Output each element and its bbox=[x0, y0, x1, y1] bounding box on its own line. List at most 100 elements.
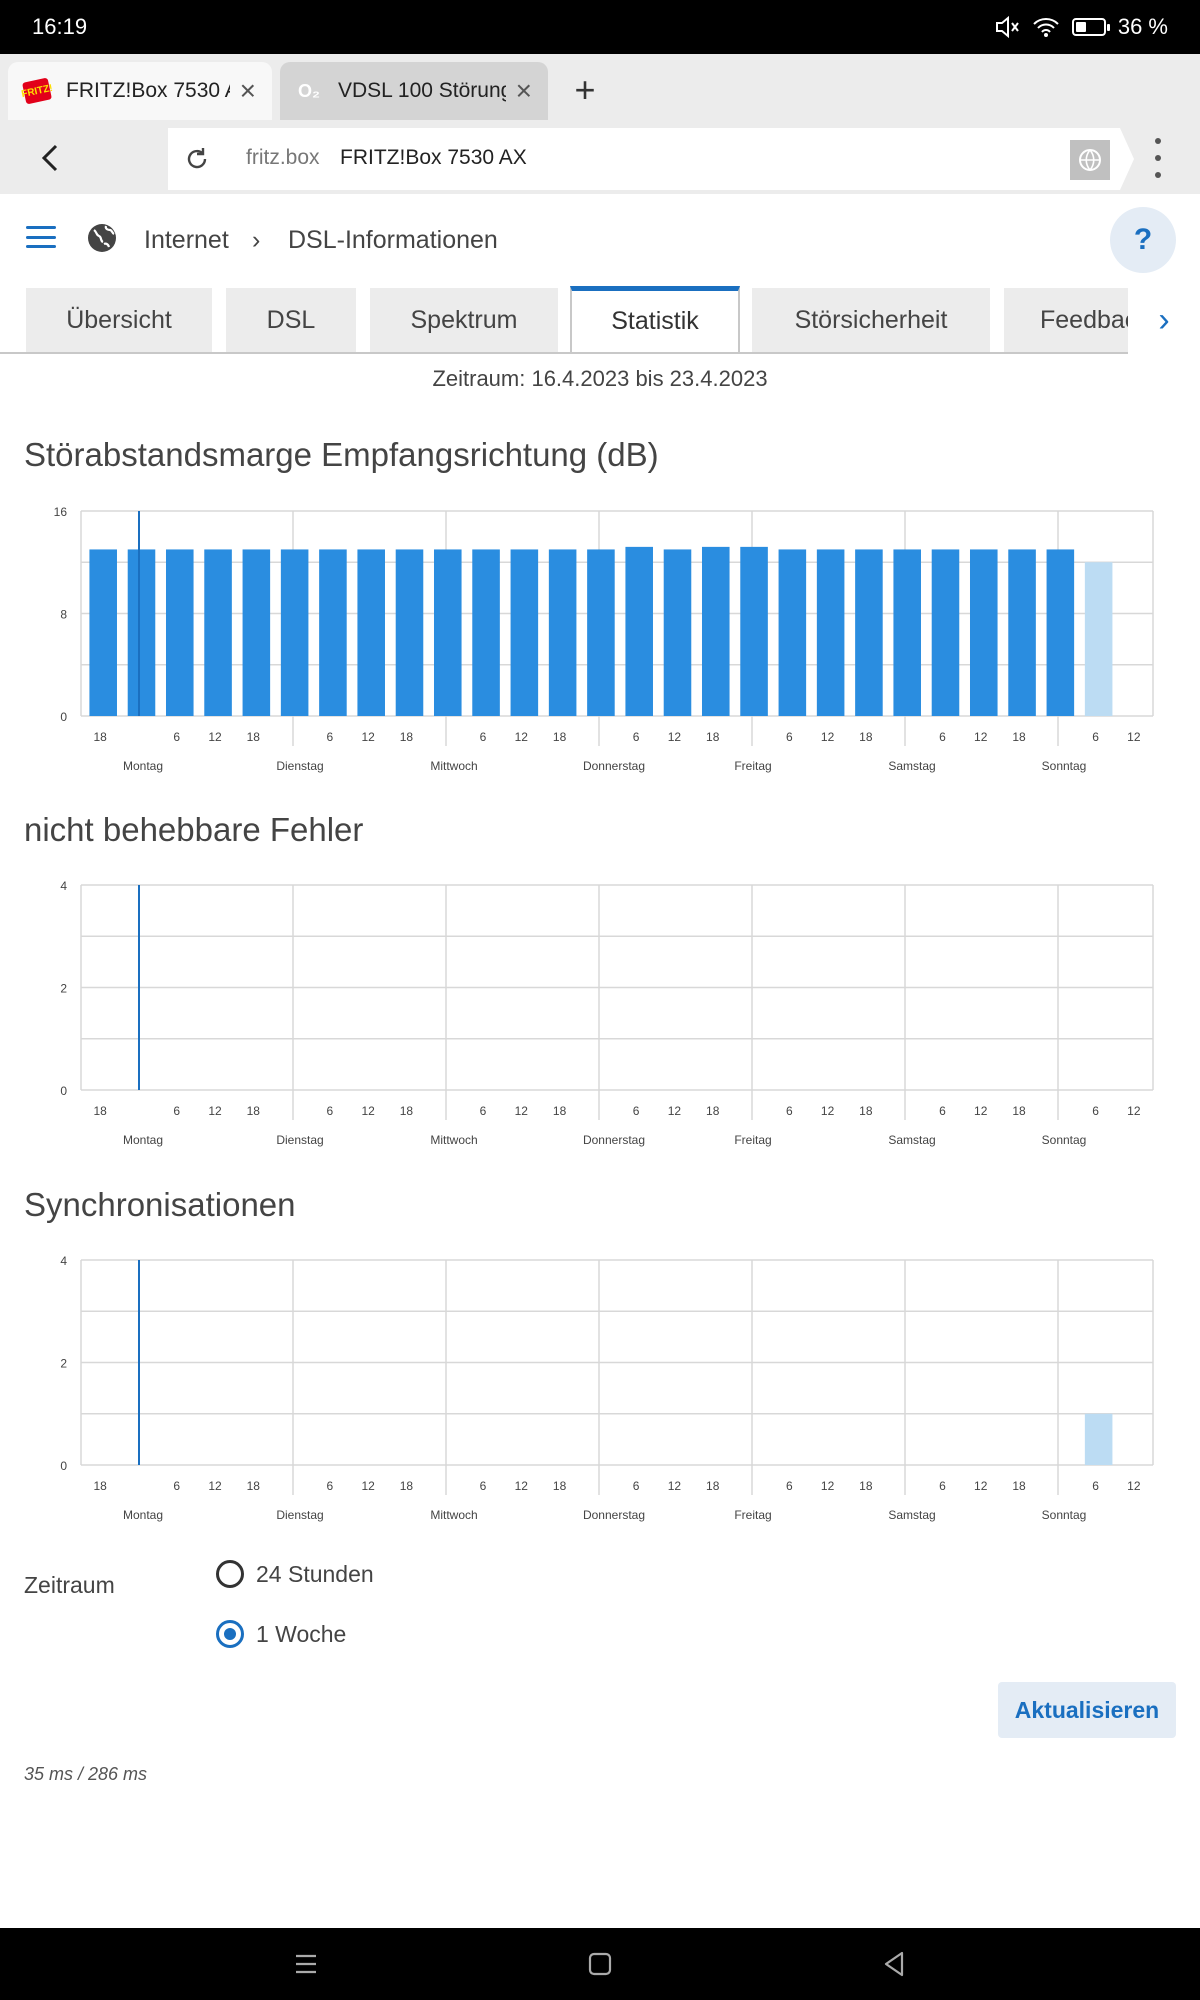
breadcrumb-separator-icon: › bbox=[252, 226, 261, 254]
x-tick-label: 6 bbox=[633, 730, 640, 744]
period-text: Zeitraum: 16.4.2023 bis 23.4.2023 bbox=[432, 366, 768, 391]
chart-title-errors: nicht behebbare Fehler bbox=[24, 811, 364, 848]
radio-checked-icon[interactable] bbox=[216, 1620, 244, 1648]
x-tick-label: 6 bbox=[1092, 730, 1099, 744]
back-nav-icon[interactable] bbox=[874, 1946, 914, 1982]
page-tabs: Übersicht DSL Spektrum Statistik Störsic… bbox=[0, 286, 1200, 354]
x-tick-label: 12 bbox=[821, 1104, 835, 1118]
tab-dsl[interactable]: DSL bbox=[226, 288, 356, 352]
x-tick-label: 12 bbox=[208, 730, 222, 744]
tab-spektrum[interactable]: Spektrum bbox=[370, 288, 558, 352]
browser-menu-icon[interactable] bbox=[1148, 138, 1168, 178]
help-button[interactable]: ? bbox=[1110, 207, 1176, 273]
x-tick-label: 18 bbox=[93, 730, 107, 744]
new-tab-button[interactable]: + bbox=[574, 69, 596, 110]
day-label: Donnerstag bbox=[583, 759, 645, 773]
chart-bar bbox=[778, 549, 807, 716]
x-tick-label: 12 bbox=[208, 1104, 222, 1118]
x-tick-label: 6 bbox=[480, 1479, 487, 1493]
chart-bar bbox=[969, 549, 998, 716]
x-tick-label: 6 bbox=[173, 1479, 180, 1493]
x-tick-label: 6 bbox=[786, 1104, 793, 1118]
chart-bar bbox=[931, 549, 960, 716]
wifi-icon bbox=[1033, 18, 1059, 37]
chart-snr: 16 8 0 18 6 12 18 6 12 18 6 12 18 6 12 18 6 12 18 6 12 18 6 12 M… bbox=[54, 505, 1154, 773]
tab-feedback[interactable]: Feedback bbox=[1004, 288, 1128, 352]
browser-tab-vdsl[interactable]: O₂ VDSL 100 Störung × bbox=[280, 62, 548, 120]
x-tick-label: 6 bbox=[327, 1479, 334, 1493]
x-tick-label: 12 bbox=[361, 1104, 375, 1118]
x-tick-label: 6 bbox=[633, 1479, 640, 1493]
day-label: Dienstag bbox=[276, 759, 323, 773]
chart-bar bbox=[433, 549, 462, 716]
y-tick-label: 0 bbox=[60, 1459, 67, 1473]
day-label: Freitag bbox=[734, 1508, 771, 1522]
day-label: Dienstag bbox=[276, 1133, 323, 1147]
tab-uebersicht[interactable]: Übersicht bbox=[26, 288, 212, 352]
chart-bar bbox=[548, 549, 577, 716]
day-label: Montag bbox=[123, 1508, 163, 1522]
browser-tab-fritzbox[interactable]: FRITZ! FRITZ!Box 7530 AX × bbox=[8, 62, 272, 120]
radio-1-woche[interactable]: 1 Woche bbox=[216, 1617, 516, 1651]
status-bar: 16:19 36 % bbox=[0, 0, 1200, 54]
url-host: fritz.box bbox=[246, 146, 320, 169]
x-tick-label: 18 bbox=[553, 730, 567, 744]
chart-bar bbox=[740, 546, 768, 716]
zeitraum-label: Zeitraum bbox=[24, 1572, 115, 1598]
day-label: Donnerstag bbox=[583, 1508, 645, 1522]
x-tick-label: 12 bbox=[974, 1104, 988, 1118]
url-arrow-decoration bbox=[1120, 128, 1134, 190]
aktualisieren-button[interactable]: Aktualisieren bbox=[998, 1682, 1176, 1738]
chart-bar bbox=[357, 549, 385, 716]
home-icon[interactable] bbox=[580, 1946, 620, 1982]
recent-apps-icon[interactable] bbox=[286, 1946, 326, 1982]
tab-stoersicherheit[interactable]: Störsicherheit bbox=[752, 288, 990, 352]
day-label: Mittwoch bbox=[430, 759, 477, 773]
tabs-next-chevron-icon[interactable]: › bbox=[1128, 286, 1200, 354]
day-label: Sonntag bbox=[1042, 759, 1087, 773]
x-tick-label: 18 bbox=[93, 1479, 107, 1493]
url-field[interactable]: fritz.box FRITZ!Box 7530 AX bbox=[168, 128, 1120, 190]
day-label: Dienstag bbox=[276, 1508, 323, 1522]
x-tick-label: 6 bbox=[327, 1104, 334, 1118]
day-label: Mittwoch bbox=[430, 1508, 477, 1522]
system-nav-bar bbox=[0, 1928, 1200, 2000]
x-tick-label: 12 bbox=[974, 730, 988, 744]
battery-icon bbox=[1071, 18, 1110, 36]
tab-statistik[interactable]: Statistik bbox=[570, 286, 740, 352]
day-label: Montag bbox=[123, 759, 163, 773]
close-tab-icon[interactable]: × bbox=[515, 75, 532, 106]
y-tick-label: 2 bbox=[60, 982, 67, 996]
menu-icon[interactable] bbox=[26, 226, 56, 248]
internet-globe-icon bbox=[88, 224, 116, 252]
x-tick-label: 12 bbox=[668, 1479, 682, 1493]
breadcrumb-dsl-informationen: DSL-Informationen bbox=[288, 226, 498, 254]
x-tick-label: 18 bbox=[859, 1104, 873, 1118]
radio-24-stunden[interactable]: 24 Stunden bbox=[216, 1557, 516, 1591]
x-tick-label: 12 bbox=[515, 1104, 529, 1118]
o2-favicon-icon: O₂ bbox=[298, 80, 320, 101]
radio-unchecked-icon[interactable] bbox=[216, 1560, 244, 1588]
x-tick-label: 6 bbox=[173, 730, 180, 744]
chart-bar bbox=[1046, 549, 1075, 716]
y-tick-label: 16 bbox=[54, 505, 68, 519]
x-tick-label: 18 bbox=[400, 730, 414, 744]
y-tick-label: 4 bbox=[60, 1254, 67, 1268]
x-tick-label: 6 bbox=[939, 1104, 946, 1118]
close-tab-icon[interactable]: × bbox=[239, 75, 256, 106]
x-tick-label: 18 bbox=[247, 730, 261, 744]
mute-icon bbox=[995, 15, 1019, 39]
x-tick-label: 6 bbox=[939, 1479, 946, 1493]
chart-bar bbox=[1084, 1413, 1113, 1465]
timing-text: 35 ms / 286 ms bbox=[24, 1764, 148, 1784]
x-tick-label: 18 bbox=[706, 1479, 720, 1493]
x-tick-label: 18 bbox=[859, 1479, 873, 1493]
chart-errors: 4 2 0 18 6 12 18 6 12 18 6 12 18 6 12 18 6 12 18 6 12 18 6 12 Mo… bbox=[60, 879, 1154, 1147]
site-info-globe-icon[interactable] bbox=[1070, 140, 1110, 180]
chart-bar bbox=[625, 546, 653, 716]
back-icon[interactable] bbox=[30, 138, 70, 178]
x-tick-label: 6 bbox=[1092, 1479, 1099, 1493]
x-tick-label: 18 bbox=[553, 1104, 567, 1118]
reload-icon[interactable] bbox=[180, 142, 214, 176]
breadcrumb-internet[interactable]: Internet bbox=[144, 226, 229, 254]
